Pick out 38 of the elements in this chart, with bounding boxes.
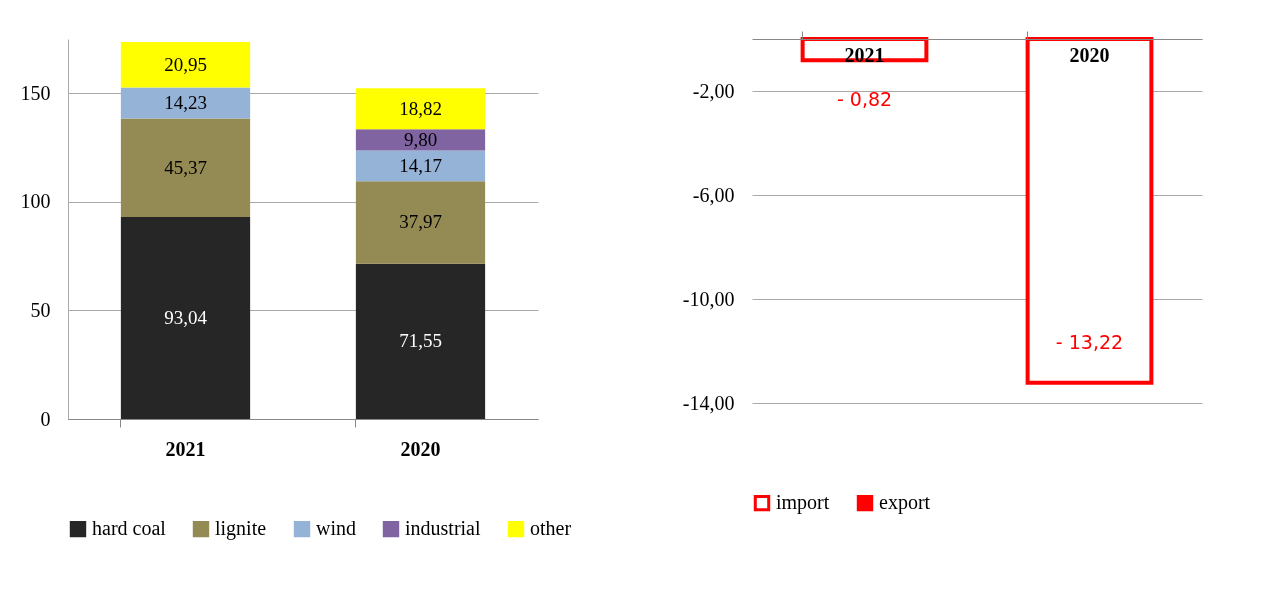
legend-label: industrial [405, 517, 481, 540]
y-tick-label: 0 [40, 407, 51, 430]
data-label: 93,04 [164, 306, 208, 328]
data-label: 45,37 [164, 156, 207, 178]
legend-label: hard coal [92, 517, 167, 540]
y-tick-label: 100 [20, 190, 51, 213]
bar [120, 216, 251, 419]
bar [355, 129, 486, 151]
y-tick-label: -6,00 [692, 183, 735, 206]
x-tick-label: 2021 [165, 437, 206, 460]
y-tick-label: -14,00 [682, 391, 735, 414]
data-label: - 13,22 [1055, 330, 1124, 353]
legend-label: export [879, 491, 931, 515]
legend-label: import [776, 491, 830, 515]
data-label: 18,82 [399, 97, 442, 119]
y-tick-label: 150 [20, 81, 51, 104]
data-label: 14,23 [164, 92, 207, 113]
data-label: 37,97 [399, 211, 442, 233]
data-label: 9,80 [403, 128, 438, 150]
bar [355, 150, 486, 182]
bar [120, 42, 251, 88]
bar [355, 181, 486, 264]
bar [355, 88, 486, 130]
y-tick-label: -2,00 [692, 79, 735, 102]
y-tick-label: 50 [30, 298, 51, 321]
y-tick-label: -10,00 [682, 287, 735, 310]
x-tick-label: 2020 [400, 437, 441, 460]
data-label: 20,95 [164, 53, 207, 75]
data-label: - 0,82 [836, 88, 893, 111]
legend-label: wind [316, 517, 356, 540]
bar [120, 87, 251, 119]
legend-label: lignite [215, 517, 267, 541]
data-label: 14,17 [399, 154, 442, 176]
legend-label: other [530, 517, 572, 540]
bar [120, 118, 251, 217]
bar [355, 263, 486, 419]
x-tick-label: 2020 [1069, 43, 1110, 66]
data-label: 71,55 [399, 330, 442, 352]
